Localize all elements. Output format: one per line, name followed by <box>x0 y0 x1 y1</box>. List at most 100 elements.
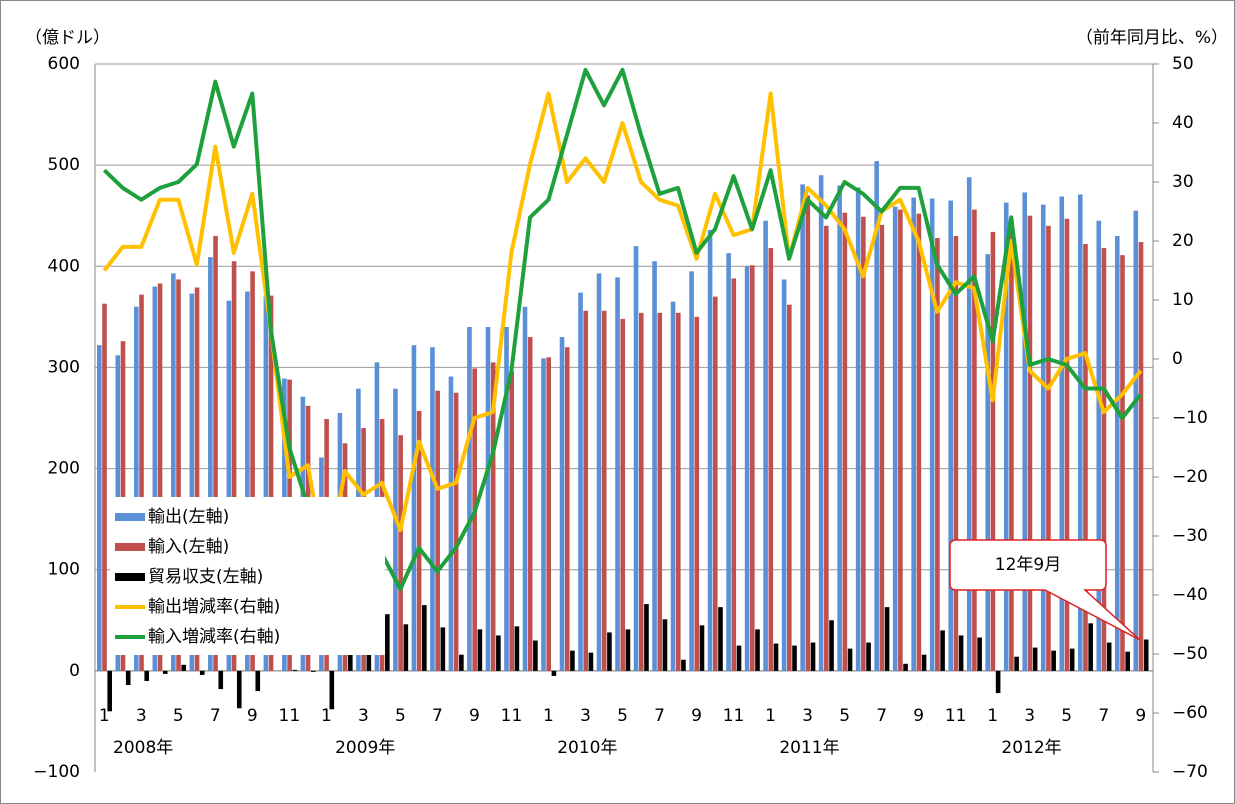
bar <box>125 670 131 686</box>
bar <box>699 625 705 671</box>
bar <box>546 357 552 671</box>
bar <box>763 220 768 671</box>
bar <box>681 659 686 671</box>
year-label: 2011年 <box>779 738 839 758</box>
x-tick-label: 9 <box>1135 706 1146 726</box>
bar <box>1101 248 1107 671</box>
year-label: 2009年 <box>335 738 395 758</box>
x-tick-label: 1 <box>765 706 776 726</box>
bar <box>787 304 792 671</box>
y-axis-title: （億ドル） <box>25 28 110 48</box>
bar <box>675 312 681 671</box>
legend-label: 輸入(左軸) <box>148 537 229 557</box>
y-tick-label: 0 <box>69 661 80 681</box>
x-tick-label: 7 <box>432 706 443 726</box>
bar <box>213 235 218 671</box>
year-label: 2012年 <box>1001 738 1061 758</box>
bar <box>385 614 390 671</box>
bar <box>1106 642 1112 671</box>
bar <box>181 664 187 671</box>
bar <box>940 630 945 671</box>
bar <box>744 266 750 671</box>
bar <box>472 368 477 671</box>
bar <box>874 161 879 671</box>
x-tick-label: 3 <box>580 706 591 726</box>
y2-tick-label: −10 <box>1172 408 1208 428</box>
bar <box>1059 196 1065 671</box>
bar <box>218 670 224 690</box>
bar <box>903 663 908 671</box>
bar <box>750 265 755 671</box>
bar <box>533 640 538 671</box>
y-tick-label: 300 <box>48 357 80 377</box>
bar <box>329 670 335 710</box>
bar <box>707 229 713 671</box>
bar <box>818 175 824 671</box>
bar <box>689 271 694 671</box>
bar <box>453 392 459 671</box>
legend-swatch <box>115 573 145 581</box>
y2-tick-label: 30 <box>1172 172 1194 192</box>
bar <box>559 337 565 671</box>
bar <box>921 654 927 671</box>
bar <box>226 300 232 671</box>
bar <box>1133 210 1139 671</box>
legend-label: 輸出(左軸) <box>148 507 229 527</box>
bar <box>781 279 787 671</box>
y2-tick-label: −70 <box>1172 762 1208 782</box>
bar <box>652 261 657 671</box>
callout-text: 12年9月 <box>995 555 1061 575</box>
x-tick-label: 1 <box>987 706 998 726</box>
bar <box>596 273 602 671</box>
bar <box>879 224 885 671</box>
bar <box>514 626 520 671</box>
bar <box>633 246 639 671</box>
x-tick-label: 1 <box>543 706 554 726</box>
y-tick-label: 600 <box>48 54 80 74</box>
bar <box>157 283 163 671</box>
callout <box>949 539 1141 641</box>
bar <box>199 670 205 675</box>
bar <box>792 645 797 671</box>
bar <box>348 640 353 671</box>
bar <box>107 670 112 712</box>
bar <box>1040 204 1046 671</box>
bar <box>625 629 631 671</box>
x-tick-label: 3 <box>136 706 147 726</box>
x-tick-label: 3 <box>358 706 369 726</box>
bar <box>615 277 620 671</box>
bar <box>898 209 903 671</box>
y2-axis-title: （前年同月比、%） <box>1076 28 1228 48</box>
bar <box>448 376 454 671</box>
bar <box>892 206 898 671</box>
bar <box>1096 220 1102 671</box>
bar <box>829 620 834 671</box>
x-tick-label: 11 <box>945 706 967 726</box>
y-tick-label: 400 <box>48 256 80 276</box>
bar <box>1009 218 1014 671</box>
bar <box>231 261 237 671</box>
legend-label: 輸出増減率(右軸) <box>148 597 280 617</box>
bar <box>824 225 829 671</box>
bar <box>670 301 676 671</box>
bar <box>1046 225 1051 671</box>
legend-swatch <box>115 513 145 521</box>
bar <box>855 187 861 671</box>
bar <box>1064 218 1070 671</box>
bar <box>250 271 255 671</box>
y-tick-label: 200 <box>48 459 80 479</box>
legend-label: 輸入増減率(右軸) <box>148 627 280 647</box>
bar <box>1114 235 1120 671</box>
bar <box>1069 648 1075 671</box>
bar <box>144 670 150 681</box>
bar <box>990 231 996 671</box>
y2-tick-label: −50 <box>1172 644 1208 664</box>
x-tick-label: 7 <box>210 706 221 726</box>
y2-tick-label: −60 <box>1172 703 1208 723</box>
bar <box>255 670 261 692</box>
bar <box>393 388 398 671</box>
y2-tick-label: −30 <box>1172 526 1208 546</box>
bar <box>236 670 242 709</box>
y-tick-label: 500 <box>48 155 80 175</box>
bar <box>657 312 663 671</box>
